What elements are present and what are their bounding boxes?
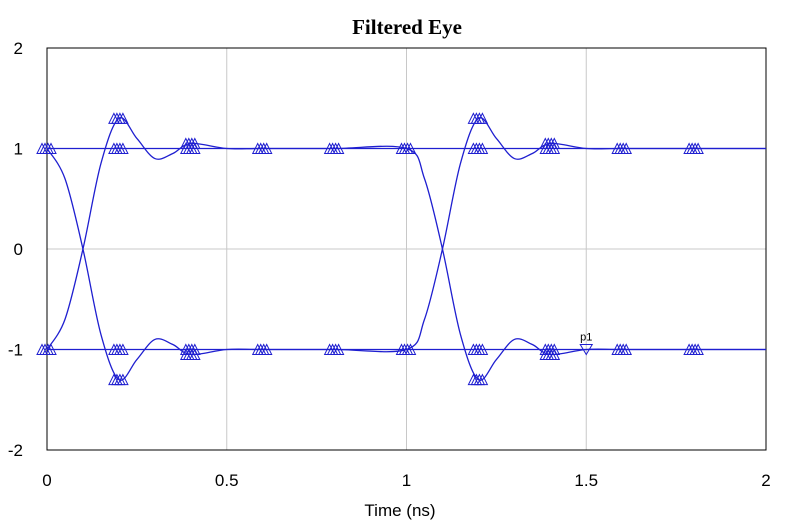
y-tick-label: -2 xyxy=(8,441,23,460)
x-tick-label: 1.5 xyxy=(574,471,598,490)
data-marker xyxy=(539,142,561,154)
grid-lines xyxy=(47,48,766,450)
data-marker xyxy=(467,112,489,124)
y-tick-label: 1 xyxy=(14,140,23,159)
data-marker xyxy=(179,142,201,154)
x-axis-label: Time (ns) xyxy=(364,501,435,520)
data-marker xyxy=(611,343,633,355)
data-marker xyxy=(467,373,489,386)
data-marker xyxy=(467,142,489,154)
x-tick-label: 0.5 xyxy=(215,471,239,490)
data-marker xyxy=(683,142,704,154)
y-tick-label: 0 xyxy=(14,240,23,259)
annotation-layer: p1 xyxy=(579,332,594,356)
plot-frame xyxy=(46,47,767,451)
data-marker xyxy=(108,343,129,355)
p1-marker xyxy=(579,344,594,356)
data-marker xyxy=(36,142,57,154)
x-tick-label: 1 xyxy=(402,471,411,490)
data-marker xyxy=(108,373,129,386)
data-marker xyxy=(36,343,57,355)
data-marker xyxy=(323,343,345,355)
p1-label: p1 xyxy=(580,332,592,344)
x-tick-label: 2 xyxy=(761,471,770,490)
data-marker xyxy=(179,348,201,361)
data-marker xyxy=(683,343,704,355)
data-marker xyxy=(251,142,273,154)
x-tick-labels: 0 0.5 1 1.5 2 xyxy=(42,471,770,490)
data-marker xyxy=(323,142,345,154)
data-marker xyxy=(611,142,633,154)
y-tick-label: 2 xyxy=(14,39,23,58)
data-marker xyxy=(108,142,129,154)
data-marker xyxy=(251,343,273,355)
x-tick-label: 0 xyxy=(42,471,51,490)
y-tick-label: -1 xyxy=(8,341,23,360)
data-marker xyxy=(395,343,417,355)
data-marker xyxy=(467,343,489,355)
chart-title: Filtered Eye xyxy=(352,15,462,39)
y-tick-labels: -2 -1 0 1 2 xyxy=(8,39,23,460)
data-marker xyxy=(539,348,561,361)
data-marker xyxy=(108,112,129,124)
marker-layer xyxy=(36,112,704,386)
data-marker xyxy=(395,142,417,154)
